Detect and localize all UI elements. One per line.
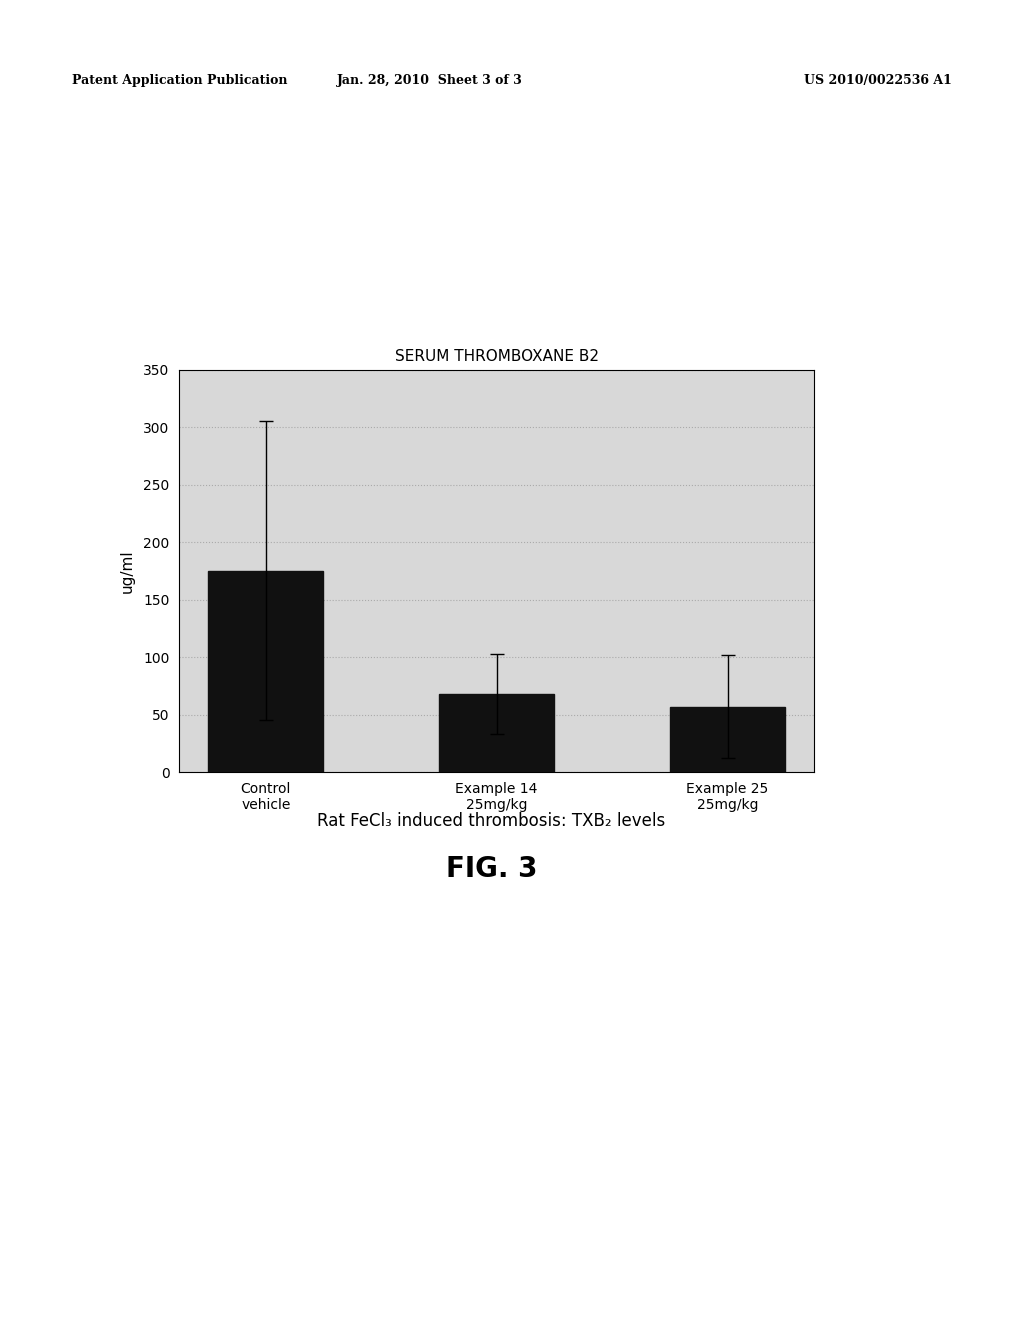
Bar [670,706,785,772]
Bar [208,572,324,772]
Text: US 2010/0022536 A1: US 2010/0022536 A1 [805,74,952,87]
Bar [439,694,554,772]
Text: Patent Application Publication: Patent Application Publication [72,74,287,87]
Y-axis label: ug/ml: ug/ml [120,549,135,593]
Text: Jan. 28, 2010  Sheet 3 of 3: Jan. 28, 2010 Sheet 3 of 3 [337,74,523,87]
Title: SERUM THROMBOXANE B2: SERUM THROMBOXANE B2 [394,350,599,364]
Text: FIG. 3: FIG. 3 [445,855,538,883]
Text: Rat FeCl₃ induced thrombosis: TXB₂ levels: Rat FeCl₃ induced thrombosis: TXB₂ level… [317,812,666,830]
